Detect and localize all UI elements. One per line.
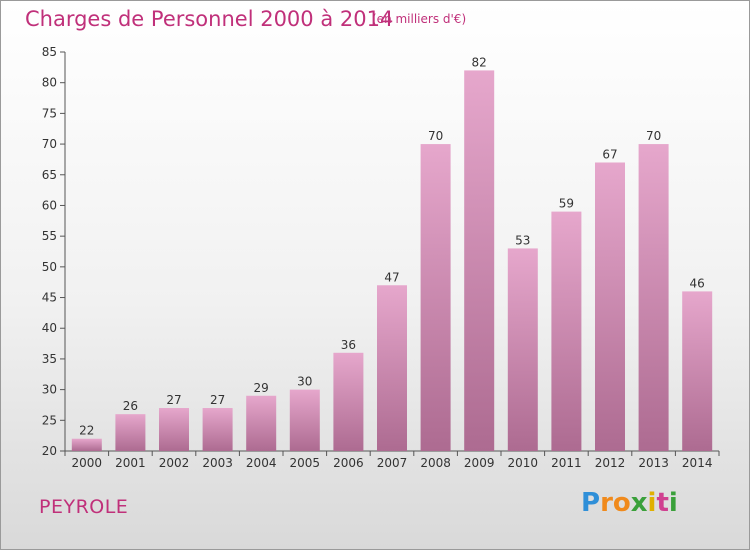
x-tick-label: 2011: [551, 456, 582, 470]
x-tick-label: 2013: [638, 456, 669, 470]
bar: [377, 285, 407, 451]
bar: [246, 395, 277, 451]
x-tick-label: 2009: [464, 456, 495, 470]
y-tick-label: 65: [42, 168, 57, 182]
y-tick-label: 50: [42, 260, 57, 274]
x-tick-label: 2003: [202, 456, 233, 470]
y-tick-label: 70: [42, 137, 57, 151]
bar: [159, 408, 189, 451]
y-tick-label: 85: [42, 45, 57, 59]
data-label: 82: [472, 55, 487, 69]
x-tick-label: 2005: [290, 456, 321, 470]
bar: [202, 408, 233, 451]
data-label: 27: [166, 393, 181, 407]
data-label: 22: [79, 424, 94, 438]
commune-name: PEYROLE: [39, 496, 129, 518]
x-tick-label: 2012: [595, 456, 626, 470]
bar: [420, 144, 451, 452]
logo-letter: i: [647, 488, 657, 518]
y-tick-label: 80: [42, 76, 57, 90]
y-tick-label: 25: [42, 413, 57, 427]
bar: [682, 291, 713, 451]
logo-letter: r: [600, 488, 613, 518]
proxiti-logo: Proxiti: [581, 488, 678, 518]
y-tick-label: 35: [42, 352, 57, 366]
bar: [464, 70, 495, 452]
bar: [507, 248, 538, 451]
x-tick-label: 2001: [115, 456, 146, 470]
chart-title: Charges de Personnel 2000 à 2014: [25, 7, 394, 31]
data-label: 67: [602, 147, 617, 161]
data-label: 59: [559, 197, 574, 211]
x-tick-label: 2004: [246, 456, 277, 470]
bar: [289, 389, 320, 451]
bar: [333, 352, 364, 451]
x-tick-label: 2014: [682, 456, 713, 470]
bar: [551, 211, 582, 451]
data-label: 47: [384, 270, 399, 284]
data-label: 46: [690, 276, 705, 290]
bar: [638, 144, 669, 452]
x-tick-label: 2007: [377, 456, 408, 470]
logo-letter: P: [581, 488, 601, 518]
data-label: 30: [297, 375, 312, 389]
bar: [115, 414, 146, 451]
x-tick-label: 2010: [508, 456, 539, 470]
data-label: 53: [515, 233, 530, 247]
y-tick-label: 75: [42, 106, 57, 120]
y-tick-label: 45: [42, 291, 57, 305]
bar: [71, 438, 102, 451]
y-tick-label: 55: [42, 229, 57, 243]
data-label: 26: [123, 399, 138, 413]
x-tick-label: 2000: [72, 456, 103, 470]
logo-letter: x: [630, 488, 648, 518]
data-label: 27: [210, 393, 225, 407]
logo-letter: t: [656, 488, 669, 518]
chart-subtitle: (en milliers d'€): [372, 12, 467, 26]
y-tick-label: 30: [42, 383, 57, 397]
data-label: 70: [646, 129, 661, 143]
x-tick-label: 2002: [159, 456, 190, 470]
y-tick-label: 60: [42, 198, 57, 212]
y-tick-label: 20: [42, 444, 57, 458]
data-label: 29: [254, 381, 269, 395]
y-tick-label: 40: [42, 321, 57, 335]
data-label: 70: [428, 129, 443, 143]
bar: [595, 162, 625, 451]
data-label: 36: [341, 338, 356, 352]
logo-letter: i: [668, 488, 678, 518]
x-tick-label: 2008: [420, 456, 451, 470]
logo-letter: o: [612, 488, 631, 518]
x-tick-label: 2006: [333, 456, 364, 470]
